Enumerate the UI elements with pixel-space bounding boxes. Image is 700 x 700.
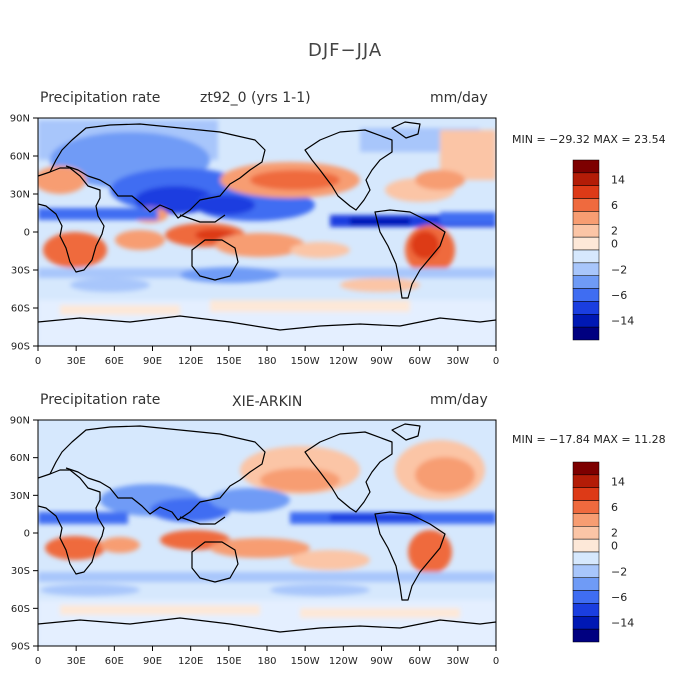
colorbar-swatch — [572, 616, 600, 630]
y-tick-label: 90N — [10, 416, 30, 427]
y-tick-label: 60N — [10, 453, 30, 464]
y-tick-label: 90N — [10, 114, 30, 125]
x-tick-label: 120E — [178, 656, 203, 667]
colorbar-label: 6 — [611, 501, 618, 514]
colorbar-swatch — [572, 314, 600, 328]
x-tick-label: 60W — [408, 356, 431, 367]
colorbar-swatch — [572, 262, 600, 276]
panel2-center-label: XIE-ARKIN — [232, 394, 303, 410]
x-tick-label: 30E — [67, 356, 86, 367]
x-tick-label: 120W — [329, 656, 358, 667]
colorbar-label: 2 — [611, 527, 618, 540]
panel2-left-label: Precipitation rate — [40, 392, 161, 408]
colorbar-swatch — [572, 198, 600, 212]
colorbar-swatch — [572, 628, 600, 643]
colorbar-swatch — [572, 500, 600, 514]
colorbar-label: 14 — [611, 173, 625, 186]
y-tick-label: 0 — [24, 228, 30, 239]
y-tick-label: 60N — [10, 152, 30, 163]
colorbar-label: −14 — [611, 617, 634, 630]
colorbar-label: −6 — [611, 591, 627, 604]
x-tick-label: 90W — [370, 656, 393, 667]
colorbar-swatch — [572, 236, 600, 251]
panel2-minmax: MIN = −17.84 MAX = 11.28 — [512, 433, 666, 446]
colorbar-swatch — [572, 275, 600, 289]
x-tick-label: 120W — [329, 356, 358, 367]
x-tick-label: 180 — [257, 356, 276, 367]
y-tick-label: 60S — [11, 604, 30, 615]
colorbar-swatch — [572, 211, 600, 225]
colorbar-swatch — [572, 185, 600, 199]
colorbar-label: 0 — [611, 238, 618, 251]
panel1-units-label: mm/day — [430, 90, 488, 106]
colorbar-swatch — [572, 487, 600, 501]
x-tick-label: 30W — [447, 356, 470, 367]
colorbar-swatch — [572, 551, 600, 566]
x-tick-label: 0 — [493, 356, 499, 367]
colorbar-label: −6 — [611, 289, 627, 302]
y-tick-label: 30N — [10, 491, 30, 502]
x-tick-label: 90E — [143, 356, 162, 367]
x-tick-label: 180 — [257, 656, 276, 667]
x-tick-label: 0 — [35, 656, 41, 667]
colorbar-swatch — [572, 577, 600, 591]
x-tick-label: 30E — [67, 656, 86, 667]
y-tick-label: 90S — [11, 642, 30, 653]
colorbar-label: 0 — [611, 540, 618, 553]
y-tick-label: 30N — [10, 190, 30, 201]
colorbar-swatch — [572, 159, 600, 174]
y-tick-label: 0 — [24, 529, 30, 540]
x-tick-label: 60W — [408, 656, 431, 667]
colorbar-label: 2 — [611, 225, 618, 238]
colorbar-swatch — [572, 513, 600, 527]
colorbar-swatch — [572, 564, 600, 578]
colorbar-swatch — [572, 474, 600, 488]
colorbar-label: −2 — [611, 565, 627, 578]
colorbar-swatch — [572, 288, 600, 302]
y-tick-label: 60S — [11, 304, 30, 315]
colorbar-swatch — [572, 526, 600, 540]
y-tick-label: 90S — [11, 342, 30, 353]
colorbar-swatch — [572, 590, 600, 604]
colorbar-swatch — [572, 461, 600, 476]
y-tick-label: 30S — [11, 266, 30, 277]
panel2-units-label: mm/day — [430, 392, 488, 408]
y-tick-label: 30S — [11, 566, 30, 577]
panel1-minmax: MIN = −29.32 MAX = 23.54 — [512, 133, 666, 146]
x-tick-label: 0 — [35, 356, 41, 367]
colorbar-label: 6 — [611, 199, 618, 212]
colorbar-swatch — [572, 172, 600, 186]
panel1-map — [38, 118, 496, 346]
x-tick-label: 60E — [105, 656, 124, 667]
figure-title: DJF−JJA — [308, 40, 383, 61]
x-tick-label: 150E — [216, 356, 241, 367]
colorbar-label: −2 — [611, 263, 627, 276]
x-tick-label: 90W — [370, 356, 393, 367]
colorbar-swatch — [572, 538, 600, 553]
x-tick-label: 150E — [216, 656, 241, 667]
colorbar-swatch — [572, 224, 600, 238]
colorbar-swatch — [572, 249, 600, 264]
x-tick-label: 0 — [493, 656, 499, 667]
panel2-map — [38, 420, 496, 646]
x-tick-label: 90E — [143, 656, 162, 667]
x-tick-label: 150W — [291, 656, 320, 667]
colorbar-swatch — [572, 603, 600, 617]
colorbar-swatch — [572, 301, 600, 315]
colorbar-label: −14 — [611, 315, 634, 328]
panel1-center-label: zt92_0 (yrs 1-1) — [200, 90, 311, 106]
colorbar-label: 14 — [611, 475, 625, 488]
colorbar-swatch — [572, 326, 600, 341]
x-tick-label: 60E — [105, 356, 124, 367]
x-tick-label: 120E — [178, 356, 203, 367]
x-tick-label: 30W — [447, 656, 470, 667]
x-tick-label: 150W — [291, 356, 320, 367]
panel1-left-label: Precipitation rate — [40, 90, 161, 106]
